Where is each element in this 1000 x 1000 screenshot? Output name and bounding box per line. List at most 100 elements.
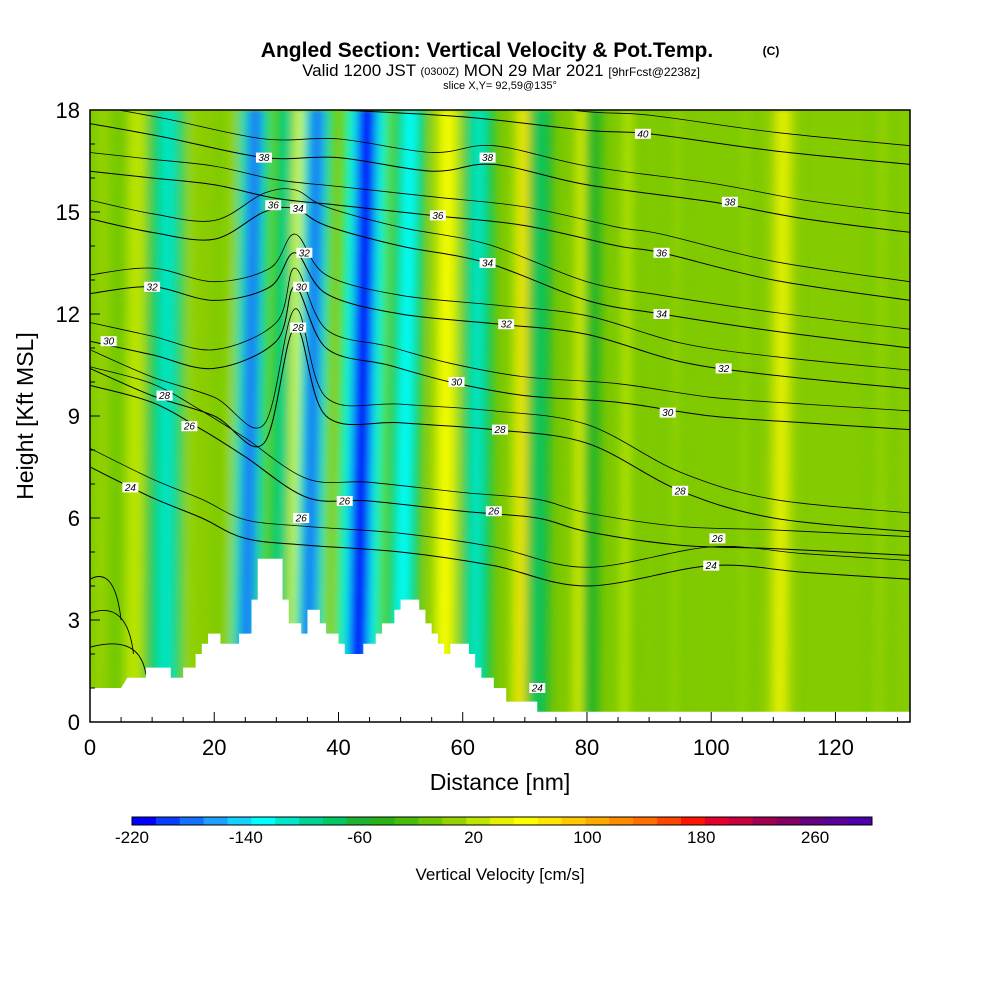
colorbar-swatch: [752, 817, 778, 825]
colorbar-swatch: [346, 817, 372, 825]
isentrope-40-minor: [566, 110, 910, 147]
contour-label-text: 26: [183, 422, 196, 433]
contour-label-text: 28: [292, 323, 305, 334]
x-tick-label: 80: [575, 735, 599, 760]
contour-label-box: [265, 200, 282, 211]
contour-label-text: 28: [493, 425, 506, 436]
contour-label-text: 24: [531, 684, 544, 695]
colorbar-tick-label: 100: [573, 828, 601, 847]
colorbar-swatch: [513, 817, 539, 825]
updraft-core: [669, 110, 682, 722]
contour-label: 38: [721, 196, 738, 208]
contour-label-text: 26: [338, 497, 351, 508]
y-tick-label: 3: [68, 608, 80, 633]
downdraft-core: [585, 110, 598, 722]
isentrope-26: [90, 384, 910, 556]
colorbar-swatch: [704, 817, 730, 825]
contour-label-text: 26: [487, 507, 500, 518]
contour-label-text: 32: [501, 320, 513, 331]
colorbar-swatch: [800, 817, 825, 825]
contour-label-box: [709, 533, 726, 544]
colorbar-swatch: [370, 817, 396, 825]
contour-label-box: [290, 322, 307, 333]
contour-label: 38: [255, 152, 272, 164]
updraft-core: [873, 110, 889, 722]
contour-label: 26: [181, 421, 198, 433]
contour-label-box: [144, 281, 161, 292]
contour-label-box: [429, 210, 446, 221]
contour-label-box: [485, 506, 502, 517]
contour-label-text: 34: [293, 204, 305, 215]
contour-label-text: 30: [451, 378, 463, 389]
x-tick-label: 0: [84, 735, 96, 760]
contour-label: 30: [293, 281, 310, 293]
contour-label: 28: [290, 322, 307, 334]
contour-label-box: [634, 128, 651, 139]
plot-area: 38 36 34 38 40 36 38 36 34 32 30 28 32 30 34 32 32 30 28 30…: [90, 110, 910, 722]
copyright-mark: (C): [763, 44, 780, 58]
x-tick-label: 20: [202, 735, 226, 760]
isentrope-30-minor: [90, 267, 910, 412]
contour-label-text: 36: [432, 211, 444, 222]
colorbar-swatch: [251, 817, 276, 825]
surface-contour: [90, 576, 122, 621]
contour-label: 32: [296, 247, 313, 259]
colorbar-swatch: [275, 817, 300, 825]
contour-label-box: [296, 247, 313, 258]
colorbar-swatch: [394, 817, 419, 825]
colorbar-swatch: [824, 817, 849, 825]
contour-label-text: 24: [705, 561, 718, 572]
colorbar-swatch: [681, 817, 706, 825]
contour-label-text: 38: [258, 153, 270, 164]
isentrope-38: [90, 123, 910, 233]
contour-label-box: [703, 560, 720, 571]
updraft-core: [437, 110, 454, 722]
contour-label: 30: [448, 377, 465, 389]
y-tick-label: 9: [68, 404, 80, 429]
colorbar-swatch: [728, 817, 754, 825]
y-axis-label: Height [Kft MSL]: [12, 332, 38, 499]
colorbar-tick-label: 260: [801, 828, 829, 847]
contour-label-text: 24: [124, 483, 137, 494]
contour-label: 40: [634, 128, 651, 140]
colorbar-tick-label: 180: [687, 828, 715, 847]
contour-label: 36: [429, 210, 446, 222]
y-tick-label: 18: [56, 98, 80, 123]
isentrope-32-minor: [90, 233, 910, 371]
isentrope-28-minor: [90, 308, 910, 514]
contour-label-box: [448, 377, 465, 387]
colorbar-tick-label: 20: [464, 828, 483, 847]
contour-label-box: [122, 482, 139, 493]
colorbar-swatch: [155, 817, 181, 825]
colorbar-swatch: [490, 817, 515, 825]
surface-contour: [90, 610, 134, 655]
contour-label: 38: [479, 152, 496, 164]
colorbar: -220 -140 -60 20 100 180 260: [115, 816, 873, 847]
y-tick-label: 12: [56, 302, 80, 327]
x-axis-label: Distance [nm]: [430, 769, 571, 795]
contour-label-box: [293, 513, 310, 523]
velocity-field: [90, 110, 896, 722]
colorbar-tick-label: -140: [229, 828, 263, 847]
valid-time-line: Valid 1200 JST (0300Z) MON 29 Mar 2021 […: [302, 60, 700, 80]
contour-label: 24: [703, 560, 720, 572]
contour-label-text: 36: [656, 248, 668, 259]
colorbar-swatch: [227, 817, 252, 825]
colorbar-label: Vertical Velocity [cm/s]: [415, 865, 584, 884]
colorbar-swatch: [657, 817, 682, 825]
colorbar-swatch: [322, 817, 348, 825]
colorbar-swatch: [466, 817, 491, 825]
colorbar-swatch: [179, 817, 205, 825]
terrain-mask: [90, 558, 910, 722]
updraft-core: [92, 110, 111, 722]
updraft-core: [125, 110, 146, 722]
colorbar-swatch: [633, 817, 658, 825]
isentrope-30: [90, 286, 910, 431]
y-tick-label: 15: [56, 200, 80, 225]
surface-contour: [90, 643, 147, 675]
contour-label-box: [100, 336, 117, 347]
contour-label-box: [715, 363, 732, 374]
colorbar-swatch: [537, 817, 563, 825]
